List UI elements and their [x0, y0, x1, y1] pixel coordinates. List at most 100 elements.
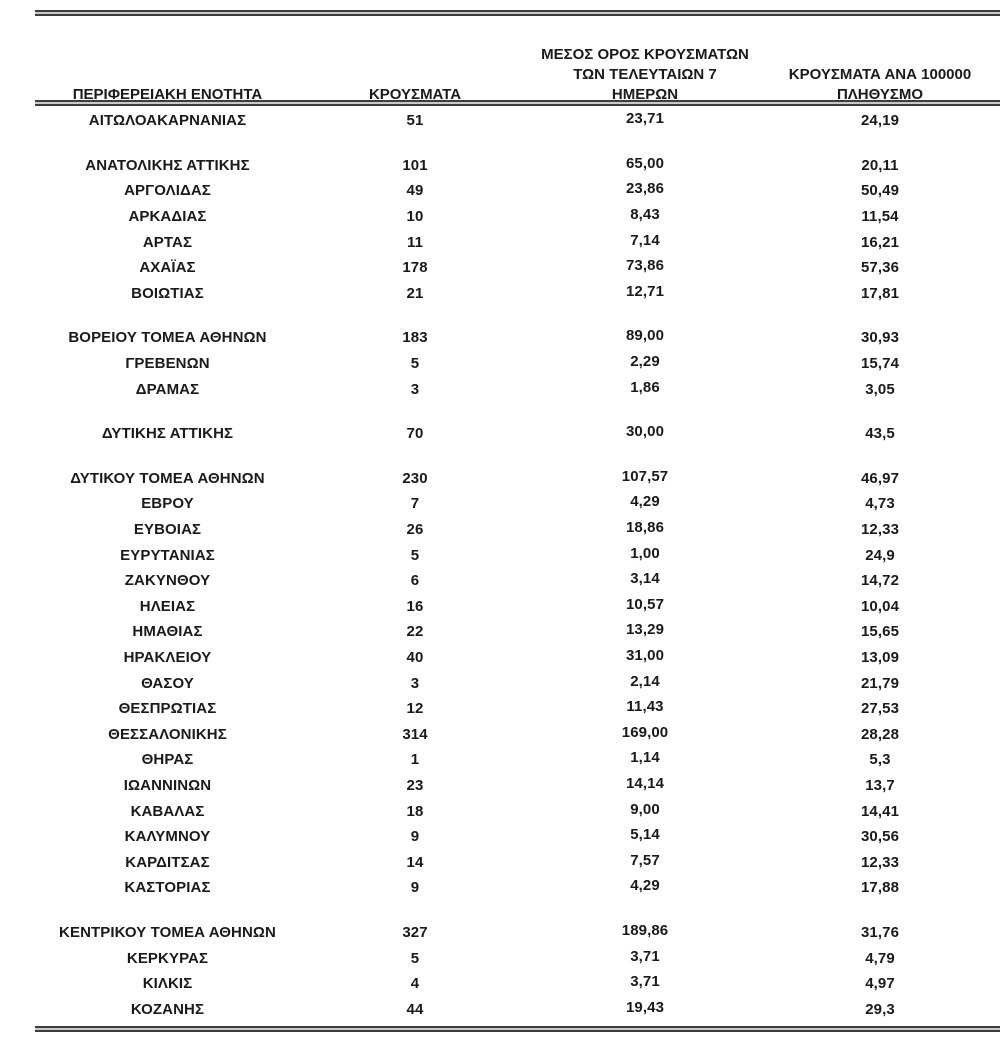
region-cell: ΚΕΡΚΥΡΑΣ	[126, 949, 209, 967]
cases-cell: 51	[406, 112, 424, 130]
region-cell: ΚΙΛΚΙΣ	[142, 975, 193, 993]
avg7-cell: 23,86	[625, 180, 665, 198]
cases-cell: 230	[402, 469, 428, 487]
per100k-cell: 28,28	[860, 725, 900, 743]
cases-cell: 101	[402, 156, 428, 174]
region-cell: ΗΛΕΙΑΣ	[139, 597, 196, 615]
avg7-cell: 31,00	[625, 646, 665, 664]
avg7-cell: 169,00	[621, 723, 669, 741]
table-row: ΑΧΑΪΑΣ 178 73,86 57,36	[35, 255, 1000, 281]
avg7-cell: 10,57	[625, 595, 665, 613]
cases-cell: 3	[410, 674, 420, 692]
avg7-cell: 5,14	[630, 826, 660, 844]
table-row: ΗΜΑΘΙΑΣ 22 13,29 15,65	[35, 619, 1000, 645]
region-cell: ΕΒΡΟΥ	[141, 495, 194, 513]
region-cell: ΚΑΒΑΛΑΣ	[130, 802, 205, 820]
region-cell: ΗΜΑΘΙΑΣ	[132, 623, 203, 641]
cases-cell: 26	[406, 521, 424, 539]
per100k-cell: 4,97	[865, 975, 895, 993]
avg7-cell: 4,29	[630, 493, 660, 511]
table-row: ΚΑΡΔΙΤΣΑΣ 14 7,57 12,33	[35, 849, 1000, 875]
region-cell: ΘΑΣΟΥ	[141, 674, 194, 692]
cases-cell: 44	[406, 1000, 424, 1018]
avg7-cell: 4,29	[630, 877, 660, 895]
avg7-cell: 73,86	[625, 257, 665, 275]
table-row: ΑΙΤΩΛΟΑΚΑΡΝΑΝΙΑΣ 51 23,71 24,19	[35, 108, 1000, 134]
column-header-region: ΠΕΡΙΦΕΡΕΙΑΚΗ ΕΝΟΤΗΤΑ	[72, 86, 263, 100]
per100k-cell: 12,33	[860, 853, 900, 871]
per100k-cell: 21,79	[860, 674, 900, 692]
region-cell: ΑΧΑΪΑΣ	[139, 259, 196, 277]
per100k-cell: 5,3	[869, 751, 891, 769]
cases-cell: 49	[406, 182, 424, 200]
avg7-cell: 8,43	[630, 206, 660, 224]
table-row: ΚΙΛΚΙΣ 4 3,71 4,97	[35, 971, 1000, 997]
table-row: ΚΕΝΤΡΙΚΟΥ ΤΟΜΕΑ ΑΘΗΝΩΝ 327 189,86 31,76	[35, 920, 1000, 946]
table-row: ΔΡΑΜΑΣ 3 1,86 3,05	[35, 376, 1000, 402]
region-cell: ΓΡΕΒΕΝΩΝ	[125, 355, 210, 373]
cases-cell: 18	[406, 802, 424, 820]
region-cell: ΔΡΑΜΑΣ	[135, 380, 200, 398]
per100k-cell: 11,54	[861, 208, 899, 226]
region-cell: ΘΕΣΣΑΛΟΝΙΚΗΣ	[108, 725, 227, 743]
cases-cell: 40	[406, 648, 424, 666]
table-row: ΔΥΤΙΚΟΥ ΤΟΜΕΑ ΑΘΗΝΩΝ 230 107,57 46,97	[35, 466, 1000, 492]
table-row: ΓΡΕΒΕΝΩΝ 5 2,29 15,74	[35, 351, 1000, 377]
cases-cell: 5	[410, 949, 420, 967]
cases-cell: 70	[406, 425, 424, 443]
table-row: ΒΟΙΩΤΙΑΣ 21 12,71 17,81	[35, 281, 1000, 307]
region-cell: ΔΥΤΙΚΟΥ ΤΟΜΕΑ ΑΘΗΝΩΝ	[70, 469, 265, 487]
per100k-cell: 4,73	[865, 495, 895, 513]
cases-cell: 1	[410, 751, 420, 769]
cases-cell: 9	[410, 828, 420, 846]
avg7-cell: 9,00	[630, 800, 660, 818]
cases-cell: 4	[410, 975, 420, 993]
regional-cases-table: ΠΕΡΙΦΕΡΕΙΑΚΗ ΕΝΟΤΗΤΑ ΚΡΟΥΣΜΑΤΑ ΜΕΣΟΣ ΟΡΟ…	[35, 10, 1000, 1032]
avg7-cell: 23,71	[625, 110, 665, 128]
per100k-cell: 50,49	[860, 182, 900, 200]
avg7-cell: 19,43	[625, 998, 665, 1016]
region-cell: ΒΟΡΕΙΟΥ ΤΟΜΕΑ ΑΘΗΝΩΝ	[68, 329, 267, 347]
per100k-cell: 20,11	[861, 156, 899, 174]
region-cell: ΙΩΑΝΝΙΝΩΝ	[123, 776, 212, 794]
per100k-cell: 17,81	[860, 284, 900, 302]
table-row: ΘΗΡΑΣ 1 1,14 5,3	[35, 747, 1000, 773]
group-spacer	[35, 134, 1000, 153]
region-cell: ΑΡΚΑΔΙΑΣ	[128, 208, 207, 226]
table-row: ΕΒΡΟΥ 7 4,29 4,73	[35, 491, 1000, 517]
cases-cell: 314	[402, 725, 428, 743]
cases-cell: 23	[406, 776, 424, 794]
per100k-cell: 15,74	[860, 355, 900, 373]
region-cell: ΑΙΤΩΛΟΑΚΑΡΝΑΝΙΑΣ	[88, 112, 247, 130]
table-row: ΑΝΑΤΟΛΙΚΗΣ ΑΤΤΙΚΗΣ 101 65,00 20,11	[35, 153, 1000, 179]
cases-cell: 21	[406, 284, 424, 302]
per100k-cell: 16,21	[860, 233, 900, 251]
cases-cell: 5	[410, 355, 420, 373]
column-header-per100k: ΚΡΟΥΣΜΑΤΑ ΑΝΑ 100000 ΠΛΗΘΥΣΜΟ	[788, 66, 972, 100]
per100k-cell: 57,36	[860, 259, 900, 277]
avg7-cell: 1,00	[630, 544, 660, 562]
per100k-cell: 46,97	[860, 469, 900, 487]
per100k-cell: 27,53	[860, 700, 900, 718]
cases-cell: 183	[402, 329, 428, 347]
avg7-cell: 189,86	[621, 921, 669, 939]
avg7-cell: 7,14	[630, 231, 660, 249]
avg7-cell: 107,57	[621, 467, 669, 485]
per100k-cell: 13,7	[865, 776, 895, 794]
per100k-cell: 17,88	[860, 879, 900, 897]
per100k-cell: 12,33	[860, 521, 900, 539]
per100k-cell: 30,93	[860, 329, 900, 347]
avg7-cell: 1,86	[630, 378, 660, 396]
region-cell: ΕΥΡΥΤΑΝΙΑΣ	[120, 546, 215, 564]
cases-cell: 3	[410, 380, 420, 398]
cases-cell: 12	[406, 700, 424, 718]
group-spacer	[35, 901, 1000, 920]
region-cell: ΖΑΚΥΝΘΟΥ	[124, 572, 211, 590]
table-row: ΑΡΤΑΣ 11 7,14 16,21	[35, 229, 1000, 255]
table-row: ΗΡΑΚΛΕΙΟΥ 40 31,00 13,09	[35, 645, 1000, 671]
table-row: ΑΡΓΟΛΙΔΑΣ 49 23,86 50,49	[35, 178, 1000, 204]
table-row: ΒΟΡΕΙΟΥ ΤΟΜΕΑ ΑΘΗΝΩΝ 183 89,00 30,93	[35, 325, 1000, 351]
table-row: ΚΟΖΑΝΗΣ 44 19,43 29,3	[35, 996, 1000, 1022]
avg7-cell: 30,00	[625, 423, 665, 441]
table-row: ΘΕΣΠΡΩΤΙΑΣ 12 11,43 27,53	[35, 696, 1000, 722]
